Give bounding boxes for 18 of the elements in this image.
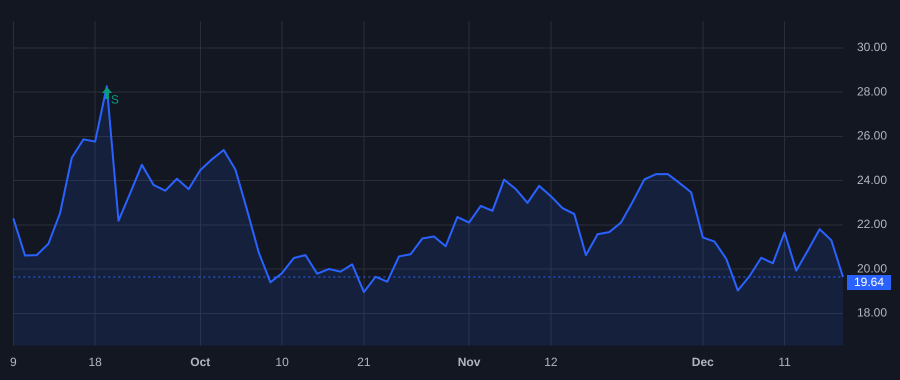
y-tick-label: 22.00 <box>857 217 888 232</box>
x-tick-label: 10 <box>275 355 290 370</box>
y-tick-label: 24.00 <box>857 172 888 187</box>
ref-line-label: 19.64 <box>854 274 884 289</box>
x-tick-label: 12 <box>544 355 558 370</box>
x-tick-label: Dec <box>692 355 714 370</box>
y-tick-label: 28.00 <box>857 84 888 98</box>
annotation: S <box>110 92 119 107</box>
y-tick-label: 20.00 <box>857 261 888 276</box>
y-tick-label: 18.00 <box>857 306 888 320</box>
y-tick-label: 30.00 <box>857 40 888 54</box>
x-tick-label: 21 <box>357 355 371 370</box>
y-tick-label: 26.00 <box>857 128 888 143</box>
x-tick-label: Nov <box>458 355 481 370</box>
x-tick-label: 18 <box>88 355 102 370</box>
x-tick-label: Oct <box>190 355 210 370</box>
x-tick-label: 11 <box>778 355 792 370</box>
x-tick-label: 9 <box>10 355 17 370</box>
